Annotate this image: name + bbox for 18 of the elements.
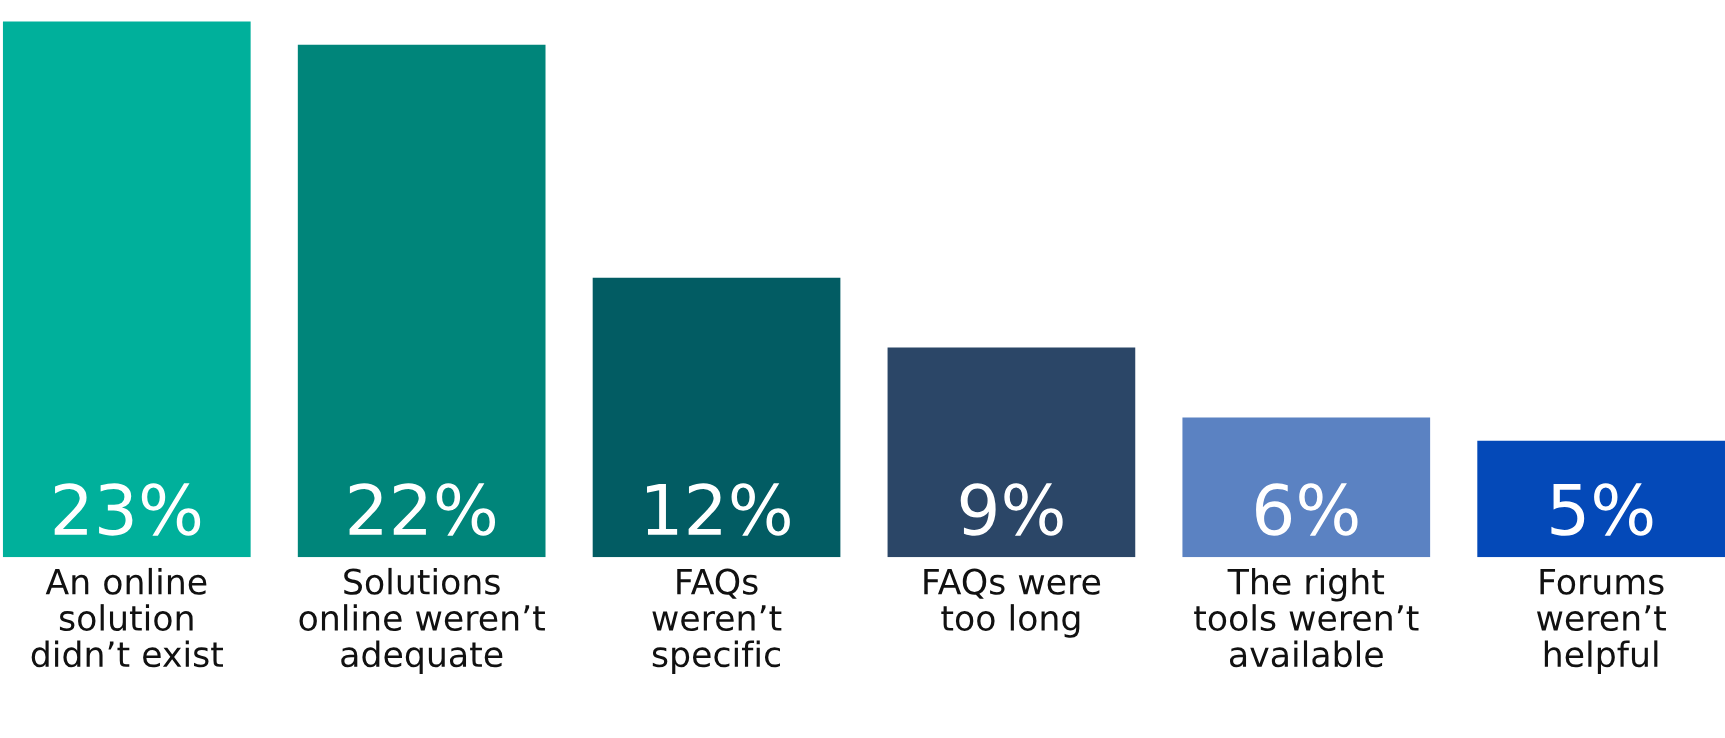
bar	[887, 347, 1136, 558]
bar	[1477, 440, 1725, 558]
x-tick-label: Solutions online weren’t adequate	[299, 567, 545, 674]
data-label: 6%	[1256, 483, 1358, 536]
data-label: 9%	[960, 483, 1063, 536]
bar	[592, 277, 841, 558]
x-tick-label: An online solution didn’t exist	[31, 567, 223, 668]
bar	[297, 44, 546, 558]
bar	[1182, 417, 1431, 558]
data-label: 5%	[1551, 483, 1653, 536]
bar	[2, 21, 251, 558]
x-tick-label: FAQs weren’t specific	[652, 568, 782, 674]
x-tick-label: Forums weren’t helpful	[1536, 568, 1666, 674]
data-label: 22%	[349, 483, 496, 536]
data-label: 12%	[646, 483, 790, 536]
x-tick-label: FAQs were too long	[924, 568, 1101, 638]
x-tick-label: The right tools weren’t available	[1194, 567, 1419, 668]
data-label: 23%	[54, 483, 201, 536]
